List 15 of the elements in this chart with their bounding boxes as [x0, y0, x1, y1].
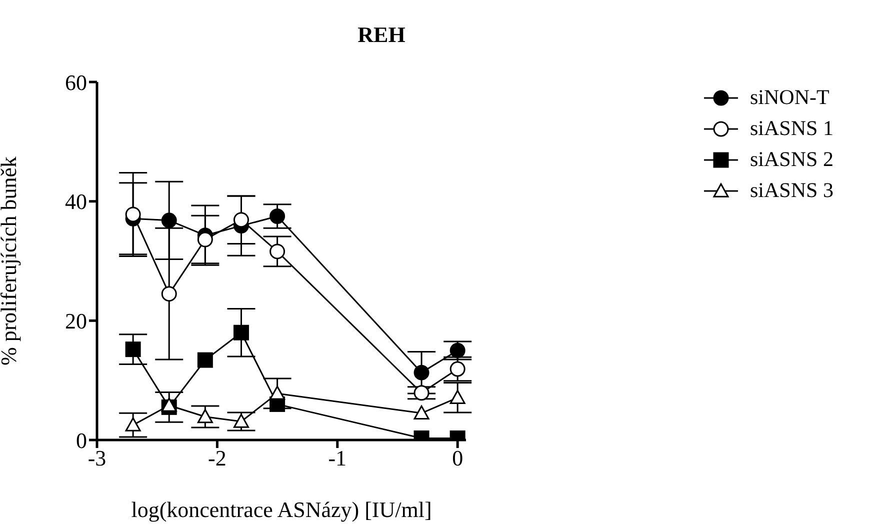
y-tick-label: 20 [65, 308, 87, 334]
legend-label: siASNS 2 [750, 147, 834, 172]
x-axis-title: log(koncentrace ASNázy) [IU/ml] [131, 497, 432, 522]
y-tick-label: 60 [65, 70, 87, 95]
x-tick-label: -3 [88, 446, 106, 471]
y-tick-label: 0 [76, 428, 87, 453]
y-tick-label: 40 [65, 189, 87, 214]
x-tick-label: -1 [328, 446, 347, 471]
x-tick-label: 0 [452, 446, 464, 471]
x-tick-label: -2 [208, 446, 226, 471]
legend-label: siASNS 3 [750, 178, 834, 203]
legend-label: siASNS 1 [750, 116, 834, 141]
legend-label: siNON-T [750, 85, 830, 110]
chart-title: REH [356, 22, 406, 48]
y-axis-title: % proliferujících buněk [0, 156, 21, 366]
